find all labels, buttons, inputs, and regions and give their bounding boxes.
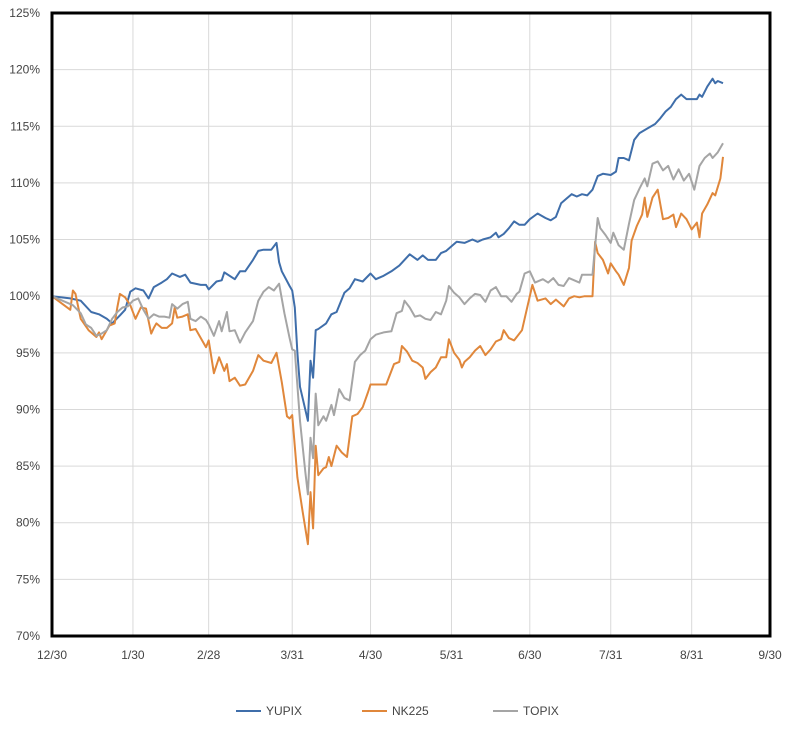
x-tick-label: 1/30 — [121, 648, 145, 662]
legend-label-yupix: YUPIX — [266, 704, 302, 718]
x-axis-tick-labels: 12/30 1/30 2/28 3/31 4/30 5/31 6/30 7/31 8/31 9/3… — [37, 648, 782, 662]
x-tick-label: 8/31 — [680, 648, 704, 662]
legend-label-topix: TOPIX — [523, 704, 559, 718]
series-lines — [51, 77, 724, 546]
x-tick-label: 7/31 — [599, 648, 623, 662]
y-tick-label: 100% — [9, 289, 40, 303]
y-tick-label: 95% — [16, 346, 40, 360]
plot-area-border — [50, 11, 772, 638]
y-tick-label: 70% — [16, 629, 40, 643]
x-tick-label: 4/30 — [359, 648, 383, 662]
x-tick-label: 6/30 — [518, 648, 542, 662]
x-tick-label: 9/30 — [758, 648, 782, 662]
y-tick-label: 125% — [9, 6, 40, 20]
x-tick-label: 2/28 — [197, 648, 221, 662]
x-tick-label: 5/31 — [440, 648, 464, 662]
x-tick-label: 12/30 — [37, 648, 67, 662]
y-tick-label: 80% — [16, 516, 40, 530]
y-axis-tick-labels: 125% 120% 115% 110% 105% 100% 95% 90% 85% 80% 75% 7… — [9, 6, 40, 643]
y-tick-label: 120% — [9, 63, 40, 77]
series-line-yupix — [51, 77, 724, 422]
y-tick-label: 75% — [16, 572, 40, 586]
series-line-topix — [51, 142, 724, 496]
series-line-nk225 — [51, 156, 724, 546]
y-tick-label: 115% — [10, 119, 40, 133]
x-tick-label: 3/31 — [281, 648, 305, 662]
y-tick-label: 105% — [9, 233, 40, 247]
y-tick-label: 85% — [16, 459, 40, 473]
y-tick-label: 90% — [16, 402, 40, 416]
legend: YUPIX NK225 TOPIX — [236, 704, 559, 718]
y-tick-label: 110% — [10, 176, 40, 190]
legend-label-nk225: NK225 — [392, 704, 429, 718]
